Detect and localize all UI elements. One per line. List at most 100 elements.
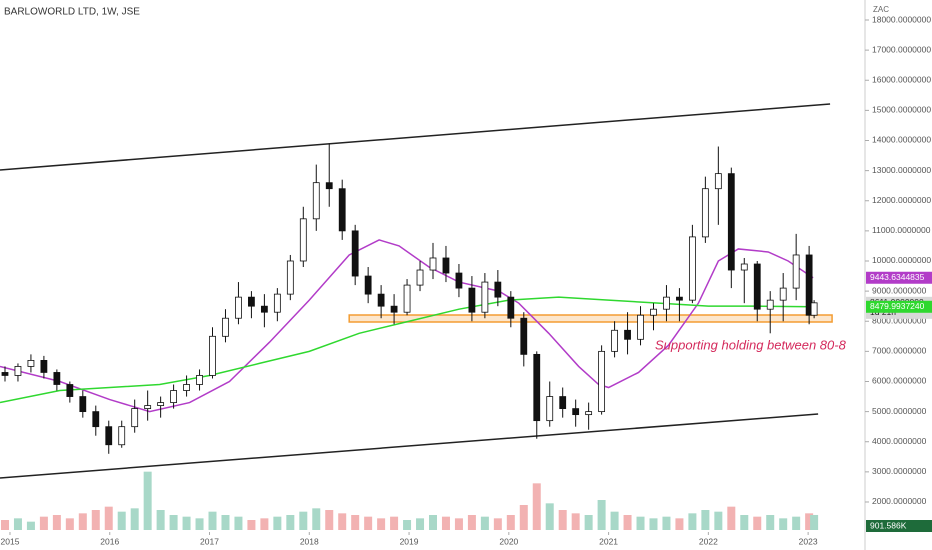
volume-bar (779, 518, 788, 530)
volume-bar (675, 518, 684, 530)
candle-body (546, 396, 554, 422)
candle-body (377, 293, 385, 307)
candle-body (766, 299, 774, 310)
volume-bar (13, 518, 22, 530)
volume-bar (532, 483, 541, 530)
volume-bar (390, 516, 399, 530)
x-tick-label: 2020 (499, 536, 518, 546)
volume-bar (688, 513, 697, 530)
x-tick-label: 2016 (100, 536, 119, 546)
candle-body (585, 411, 593, 416)
y-tick-label: 18000.0000000 (872, 14, 931, 24)
candle-body (53, 372, 61, 385)
price-label-box (866, 271, 932, 284)
candle-body (403, 284, 411, 313)
candle-body (805, 254, 813, 316)
candle-body (170, 390, 177, 403)
volume-bar (104, 506, 113, 530)
candle-body (312, 182, 320, 220)
candle-body (727, 173, 735, 271)
candle-body (792, 254, 800, 289)
x-tick-label: 2017 (200, 536, 219, 546)
candle-body (559, 396, 567, 410)
volume-bar (493, 518, 502, 530)
volume-bar (169, 515, 178, 530)
support-zone (348, 314, 833, 323)
candle-body (753, 263, 761, 310)
candle-body (598, 350, 606, 413)
volume-bar (753, 516, 762, 530)
volume-bar (441, 516, 450, 530)
candle-body (650, 308, 657, 316)
y-tick-label: 6000.0000000 (872, 376, 927, 386)
volume-bar (338, 513, 347, 530)
volume-bar (91, 510, 100, 530)
candle-body (222, 317, 229, 337)
volume-bar (65, 518, 74, 530)
annotation: Supporting holding between 80-8 (655, 337, 847, 352)
volume-bar (195, 518, 204, 530)
candle-body (27, 360, 35, 367)
price-label: 8479.9937240 (870, 301, 925, 311)
volume-bar (662, 516, 671, 530)
volume-bar (416, 518, 425, 530)
volume-bar (403, 520, 412, 530)
candle-body (338, 188, 346, 232)
candle-body (144, 405, 152, 410)
candle-body (779, 287, 787, 301)
volume-bar (260, 518, 269, 530)
candle-body (533, 353, 541, 422)
volume-bar (454, 518, 463, 530)
volume-bar (156, 510, 165, 530)
candle-body (260, 305, 268, 313)
volume-bar (558, 510, 567, 530)
candle-body (273, 293, 281, 313)
candle-body (183, 384, 190, 391)
candle-body (429, 257, 437, 271)
y-tick-label: 5000.0000000 (872, 406, 927, 416)
candle-body (118, 426, 126, 446)
volume-bar (247, 520, 256, 530)
volume-bar (571, 513, 580, 530)
candle-body (325, 182, 333, 190)
volume-bar (78, 513, 87, 530)
volume-bar (286, 515, 295, 530)
x-tick-label: 2015 (1, 536, 20, 546)
candle-body (209, 335, 216, 376)
volume-bar (182, 516, 191, 530)
candle-body (611, 329, 618, 352)
volume-label: 901.586K (870, 520, 907, 530)
candle-body (701, 188, 709, 238)
y-tick-label: 3000.0000000 (872, 466, 927, 476)
candle-body (624, 329, 631, 340)
y-tick-label: 10000.0000000 (872, 255, 931, 265)
volume-bar (519, 505, 528, 530)
x-tick-label: 2023 (799, 536, 818, 546)
candle-body (1, 372, 9, 376)
volume-bar (714, 511, 723, 530)
candle-body (286, 260, 294, 295)
volume-bar (480, 516, 489, 530)
volume-bar (623, 515, 632, 530)
volume-bar (649, 518, 658, 530)
volume-bar (506, 515, 515, 530)
y-tick-label: 4000.0000000 (872, 436, 927, 446)
volume-bar (52, 515, 61, 530)
y-tick-label: 17000.0000000 (872, 44, 931, 54)
candle-body (688, 236, 696, 301)
volume-bar (597, 500, 606, 530)
y-tick-label: 2000.0000000 (872, 496, 927, 506)
candle-body (507, 296, 515, 319)
volume-bar (467, 515, 476, 530)
candle-body (810, 302, 818, 316)
candle-body (637, 314, 644, 340)
candle-body (351, 230, 359, 277)
volume-bar (727, 506, 736, 530)
volume-bar (584, 515, 593, 530)
chart-title: BARLOWORLD LTD, 1W, JSE (4, 7, 140, 18)
currency: ZAC (873, 5, 889, 14)
y-tick-label: 16000.0000000 (872, 75, 931, 85)
volume-bar (701, 510, 710, 530)
